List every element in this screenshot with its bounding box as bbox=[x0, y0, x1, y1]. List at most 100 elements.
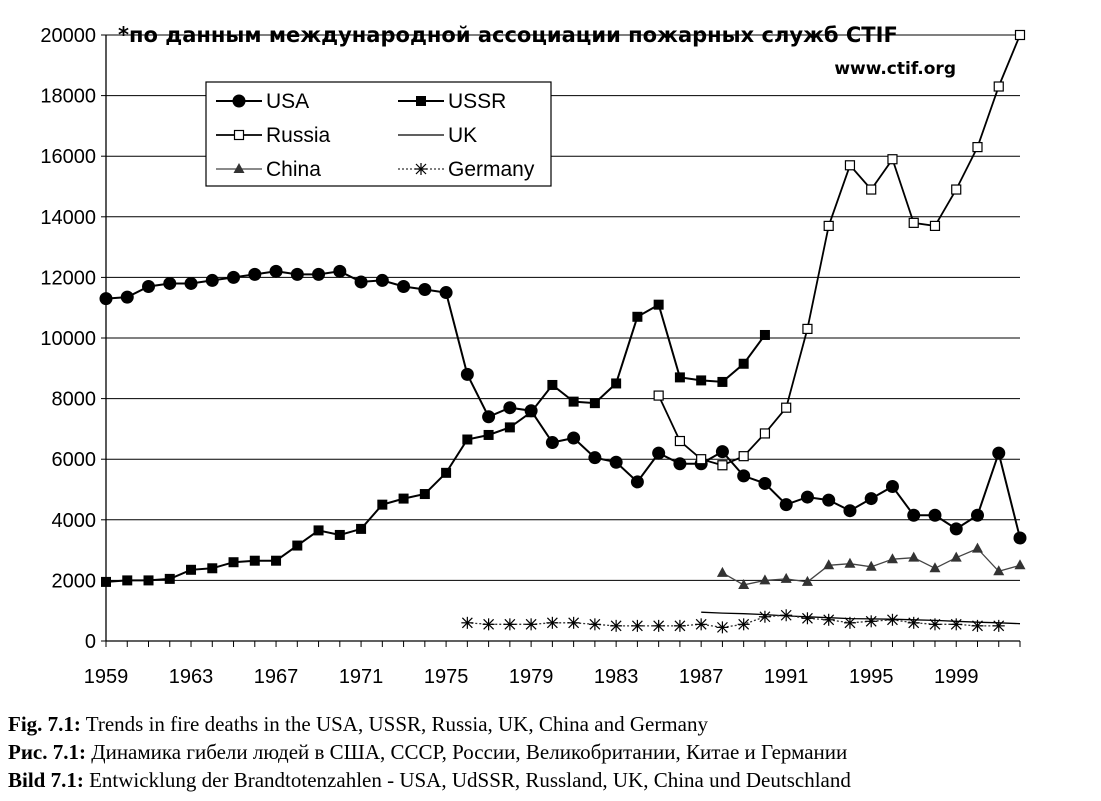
point-usa bbox=[142, 279, 156, 293]
point-germany bbox=[928, 618, 941, 631]
series-usa bbox=[99, 264, 1027, 545]
point-germany bbox=[588, 618, 601, 631]
y-tick-label: 4000 bbox=[52, 510, 97, 532]
point-russia bbox=[951, 184, 962, 195]
point-usa bbox=[482, 410, 496, 424]
y-tick-label: 8000 bbox=[52, 389, 97, 411]
point-usa bbox=[354, 275, 368, 289]
point-germany bbox=[695, 618, 708, 631]
point-russia bbox=[653, 390, 664, 401]
point-germany bbox=[546, 616, 559, 629]
point-usa bbox=[120, 290, 134, 304]
caption-de: Bild 7.1: Entwicklung der Brandtotenzahl… bbox=[8, 766, 851, 794]
point-germany bbox=[801, 612, 814, 625]
series-germany bbox=[461, 609, 1005, 634]
point-ussr bbox=[462, 434, 473, 445]
point-germany bbox=[461, 616, 474, 629]
point-usa bbox=[503, 401, 517, 415]
chart-title: *по данным международной ассоциации пожа… bbox=[118, 23, 898, 47]
point-ussr bbox=[653, 299, 664, 310]
point-usa bbox=[800, 490, 814, 504]
point-ussr bbox=[377, 499, 388, 510]
point-ussr bbox=[611, 378, 622, 389]
point-usa bbox=[992, 446, 1006, 460]
point-usa bbox=[652, 446, 666, 460]
point-russia bbox=[674, 435, 686, 447]
point-germany bbox=[610, 619, 623, 632]
point-ussr bbox=[101, 576, 111, 587]
point-china bbox=[801, 575, 813, 586]
point-usa bbox=[545, 436, 559, 450]
point-russia bbox=[866, 184, 877, 195]
point-germany bbox=[950, 618, 963, 631]
point-usa bbox=[163, 276, 177, 290]
point-germany bbox=[673, 619, 686, 632]
point-russia bbox=[887, 154, 898, 165]
series-uk bbox=[701, 611, 1021, 625]
legend-item-ussr: USSR bbox=[398, 90, 506, 113]
point-ussr bbox=[568, 396, 579, 407]
point-germany bbox=[652, 619, 665, 632]
point-usa bbox=[567, 431, 581, 445]
point-usa bbox=[673, 457, 687, 471]
legend: USA USSR Russia UK China Germany bbox=[205, 81, 552, 187]
point-usa bbox=[737, 469, 751, 483]
point-germany bbox=[971, 619, 984, 632]
point-germany bbox=[737, 618, 750, 631]
point-germany bbox=[886, 613, 899, 626]
point-usa bbox=[439, 286, 453, 300]
point-ussr bbox=[696, 375, 707, 386]
point-russia bbox=[738, 451, 749, 462]
point-russia bbox=[993, 81, 1004, 92]
legend-label-china: China bbox=[266, 158, 321, 181]
caption-en: Fig. 7.1: Trends in fire deaths in the U… bbox=[8, 710, 851, 738]
point-china bbox=[886, 553, 898, 564]
x-tick-label: 1987 bbox=[679, 666, 724, 688]
y-tick-label: 20000 bbox=[40, 25, 96, 47]
point-germany bbox=[780, 609, 793, 622]
point-ussr bbox=[632, 311, 643, 322]
point-ussr bbox=[717, 376, 728, 387]
x-tick-label: 1963 bbox=[169, 666, 214, 688]
point-germany bbox=[992, 619, 1005, 632]
x-tick-label: 1983 bbox=[594, 666, 639, 688]
point-usa bbox=[822, 493, 836, 507]
point-germany bbox=[525, 618, 538, 631]
point-usa bbox=[588, 451, 602, 465]
point-ussr bbox=[504, 422, 515, 433]
point-china bbox=[908, 551, 920, 562]
point-china bbox=[823, 559, 835, 570]
point-china bbox=[950, 551, 962, 562]
legend-label-uk: UK bbox=[448, 124, 477, 147]
point-usa bbox=[227, 270, 241, 284]
chart: 0 2000 4000 6000 8000 10000 12000 14000 16000 180… bbox=[40, 23, 1027, 688]
caption-ru-label: Рис. 7.1: bbox=[8, 740, 86, 764]
series-russia bbox=[653, 29, 1026, 471]
point-china bbox=[865, 560, 877, 571]
point-russia bbox=[929, 220, 941, 231]
caption-de-label: Bild 7.1: bbox=[8, 768, 84, 792]
point-ussr bbox=[674, 372, 685, 383]
point-china bbox=[1014, 559, 1026, 570]
point-germany bbox=[503, 618, 516, 631]
point-usa bbox=[290, 267, 304, 281]
point-china bbox=[929, 562, 941, 573]
caption-en-label: Fig. 7.1: bbox=[8, 712, 81, 736]
legend-label-ussr: USSR bbox=[448, 90, 506, 113]
point-usa bbox=[269, 264, 283, 278]
point-usa bbox=[460, 367, 474, 381]
point-germany bbox=[567, 616, 580, 629]
point-ussr bbox=[483, 429, 494, 440]
point-china bbox=[844, 557, 856, 568]
point-russia bbox=[844, 160, 856, 171]
y-tick-label: 12000 bbox=[40, 267, 96, 289]
point-usa bbox=[843, 504, 857, 518]
caption-en-text: Trends in fire deaths in the USA, USSR, … bbox=[80, 712, 708, 736]
point-usa bbox=[758, 476, 772, 490]
x-tick-label: 1991 bbox=[764, 666, 809, 688]
point-ussr bbox=[186, 564, 197, 575]
x-tick-label: 1995 bbox=[849, 666, 894, 688]
point-russia bbox=[972, 142, 983, 153]
point-usa bbox=[312, 267, 326, 281]
point-germany bbox=[907, 616, 920, 629]
